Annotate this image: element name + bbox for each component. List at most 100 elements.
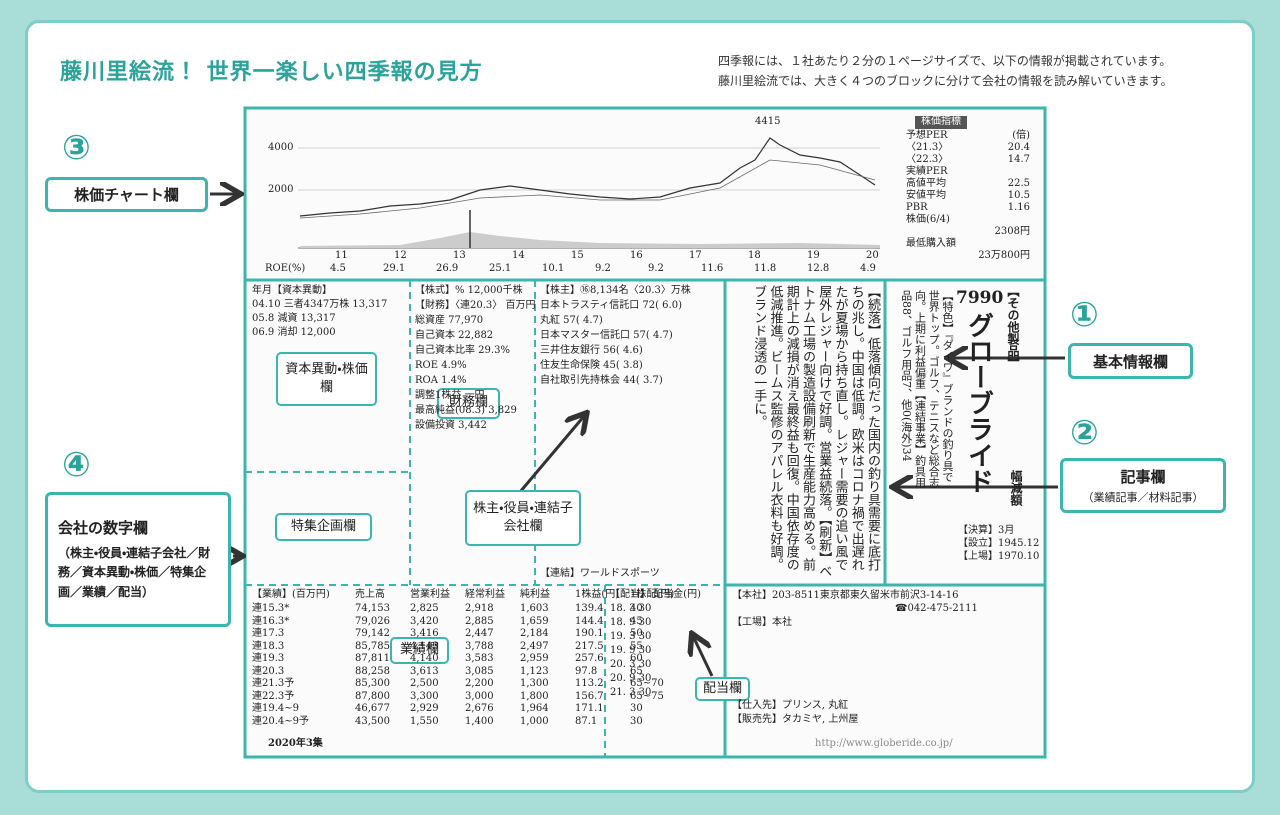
finance-row: 調整1株益 一円 bbox=[415, 390, 485, 401]
results-head: 1株配(円) bbox=[630, 589, 675, 600]
callout-number: ② bbox=[1070, 413, 1099, 453]
callout-label: 記事欄 bbox=[1120, 468, 1166, 486]
index-heading: 株価指標 bbox=[915, 116, 967, 129]
results-cell: 1,659 bbox=[520, 615, 549, 627]
results-cell: 60 bbox=[630, 653, 643, 664]
shareholder-row: 自社取引先持株会 44( 3.7) bbox=[540, 375, 663, 386]
finance-row: 設備投資 3,442 bbox=[415, 420, 487, 431]
hq-row: 【販売先】タカミヤ, 上州屋 bbox=[732, 714, 859, 725]
rating: 幅減額 bbox=[1009, 470, 1023, 506]
callout-box: 株価チャート欄 bbox=[45, 177, 208, 212]
chart-peak: 4415 bbox=[755, 116, 781, 127]
capital-row: 06.9 消却 12,000 bbox=[252, 327, 336, 338]
results-cell: 3,788 bbox=[465, 640, 494, 652]
x-tick-label: 16 bbox=[630, 250, 643, 261]
index-cell: 20.4 bbox=[1007, 142, 1030, 153]
index-cell: 23万800円 bbox=[978, 250, 1030, 261]
index-cell: 予想PER bbox=[906, 130, 948, 141]
results-cell: 3,420 bbox=[410, 615, 439, 627]
results-cell: 連19.4~9 bbox=[252, 703, 300, 714]
index-cell: 株価(6/4) bbox=[906, 214, 950, 225]
results-cell: 3,613 bbox=[410, 665, 439, 677]
inner-label: 配当欄 bbox=[695, 677, 750, 701]
roe-value: 9.2 bbox=[648, 263, 664, 274]
roe-value: 4.9 bbox=[860, 263, 876, 274]
dividend-row: 【配当】 配当金(円) bbox=[610, 589, 701, 600]
shareholder-row: 三井住友銀行 56( 4.6) bbox=[540, 345, 643, 356]
results-cell: 3,085 bbox=[465, 665, 494, 677]
finance-row: 総資産 77,970 bbox=[415, 315, 484, 326]
hq-row: 【仕入先】プリンス, 丸紅 bbox=[732, 700, 849, 711]
x-tick-label: 15 bbox=[571, 250, 584, 261]
company-code: 7990 bbox=[956, 288, 1004, 308]
finance-row: 【財務】〈連20.3〉 百万円 bbox=[415, 300, 536, 311]
inner-label: 株主・役員・連結子会社欄 bbox=[465, 490, 581, 546]
results-cell: 1,400 bbox=[465, 715, 494, 727]
settle-row: 【上場】1970.10 bbox=[958, 551, 1040, 562]
results-cell: 2,959 bbox=[520, 653, 549, 664]
results-cell: 1,000 bbox=[520, 715, 549, 727]
results-cell: 45 bbox=[630, 615, 643, 627]
x-tick-label: 13 bbox=[453, 250, 466, 261]
results-cell: 連19.3 bbox=[252, 653, 285, 664]
results-cell: 79,026 bbox=[355, 615, 390, 627]
inner-label: 業績欄 bbox=[390, 637, 449, 664]
results-cell: 3,416 bbox=[410, 628, 439, 639]
sector: 【その他製品】 bbox=[1006, 285, 1020, 369]
edition: 2020年3集 bbox=[268, 738, 323, 749]
index-cell: 22.5 bbox=[1007, 178, 1030, 189]
url: http://www.globeride.co.jp/ bbox=[815, 738, 953, 749]
dividend-row: 19. 9 30 bbox=[610, 645, 652, 656]
results-cell: 65~70 bbox=[630, 678, 664, 689]
results-cell: 連20.4~9予 bbox=[252, 715, 310, 727]
results-cell: 3,300 bbox=[410, 690, 439, 702]
roe-value: 25.1 bbox=[489, 263, 512, 274]
results-cell: 43,500 bbox=[355, 715, 390, 727]
callout-box: 記事欄 （業績記事／材料記事） bbox=[1060, 458, 1226, 513]
hq-row: 【本社】203-8511東京都東久留米市前沢3-14-16 bbox=[732, 590, 959, 601]
x-tick-label: 19 bbox=[807, 250, 820, 261]
capital-row: 04.10 三者4347万株 13,317 bbox=[252, 299, 388, 310]
results-cell: 1,300 bbox=[520, 678, 549, 689]
finance-row: 自己資本 22,882 bbox=[415, 330, 494, 341]
results-cell: 連16.3* bbox=[252, 615, 290, 627]
results-cell: 連18.3 bbox=[252, 640, 285, 652]
results-cell: 連15.3* bbox=[252, 603, 290, 614]
results-cell: 連20.3 bbox=[252, 665, 285, 677]
settle-row: 【設立】1945.12 bbox=[958, 538, 1040, 549]
results-cell: 2,885 bbox=[465, 615, 494, 627]
results-cell: 2,500 bbox=[410, 678, 439, 689]
description: 四季報には、１社あたり２分の１ページサイズで、以下の情報が掲載されています。 bbox=[718, 54, 1172, 68]
index-cell: 〈21.3〉 bbox=[906, 142, 949, 153]
results-cell: 1,123 bbox=[520, 665, 549, 677]
x-tick-label: 18 bbox=[748, 250, 761, 261]
capital-row: 年月【資本異動】 bbox=[252, 285, 332, 296]
results-cell: 217.5 bbox=[575, 640, 604, 652]
results-cell: 74,153 bbox=[355, 603, 390, 614]
finance-row: ROE 4.9% bbox=[415, 360, 467, 371]
article: 【続落】低落傾向だった国内の釣り具需要に底打ちの兆し。中国は低調。欧米はコロナ禍… bbox=[751, 285, 880, 578]
inner-label: 特集企画欄 bbox=[275, 513, 372, 541]
results-cell: 1,550 bbox=[410, 715, 439, 727]
dividend-row: 20. 9 30 bbox=[610, 673, 652, 684]
capital-row: 05.8 減資 13,317 bbox=[252, 313, 336, 324]
results-cell: 2,497 bbox=[520, 640, 549, 652]
results-head: 営業利益 bbox=[410, 589, 450, 600]
results-head: 売上高 bbox=[355, 589, 385, 600]
x-tick-label: 17 bbox=[689, 250, 702, 261]
inner-label: 財務欄 bbox=[437, 388, 500, 419]
results-cell: 2,825 bbox=[410, 603, 439, 614]
shareholder-row: 日本マスター信託口 57( 4.7) bbox=[540, 330, 673, 341]
index-cell: 14.7 bbox=[1007, 154, 1030, 165]
results-cell: 65~75 bbox=[630, 690, 664, 702]
dividend-row: 19. 3 30 bbox=[610, 631, 652, 642]
description: 藤川里絵流では、大きく４つのブロックに分けて会社の情報を読み解いていきます。 bbox=[718, 74, 1173, 88]
title: 藤川里絵流！ 世界一楽しい四季報の見方 bbox=[60, 60, 483, 85]
index-cell: 〈22.3〉 bbox=[906, 154, 949, 165]
finance-row: 【株式】% 12,000千株 bbox=[415, 285, 523, 296]
results-cell: 2,918 bbox=[465, 603, 494, 614]
index-cell: 1.16 bbox=[1007, 202, 1030, 213]
roe-value: 4.5 bbox=[330, 263, 346, 274]
subsidiary: 【連結】ワールドスポーツ bbox=[540, 568, 660, 579]
